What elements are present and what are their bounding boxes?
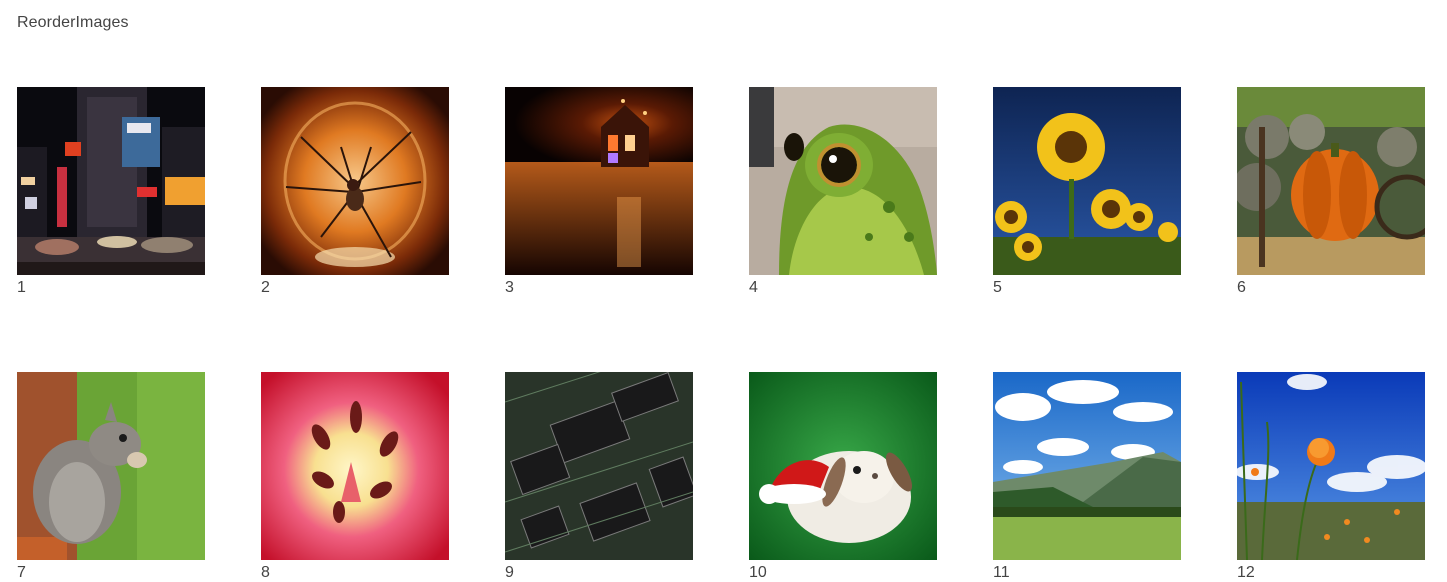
image-number: 10	[749, 564, 767, 581]
image-number: 3	[505, 279, 514, 296]
image-tile[interactable]: 2	[261, 87, 449, 297]
image-tile[interactable]: 3	[505, 87, 693, 297]
image-tile[interactable]: 8	[261, 372, 449, 582]
image-tile[interactable]: 4	[749, 87, 937, 297]
image-tile[interactable]: 5	[993, 87, 1181, 297]
frog-image[interactable]	[749, 87, 937, 275]
image-tile[interactable]: 1	[17, 87, 205, 297]
spider-in-glass-image[interactable]	[261, 87, 449, 275]
image-tile[interactable]: 10	[749, 372, 937, 582]
sunflowers-image[interactable]	[993, 87, 1181, 275]
image-number: 6	[1237, 279, 1246, 296]
image-number: 2	[261, 279, 270, 296]
image-tile[interactable]: 9	[505, 372, 693, 582]
city-night-street-image[interactable]	[17, 87, 205, 275]
mountain-valley-image[interactable]	[993, 372, 1181, 560]
squirrel-image[interactable]	[17, 372, 205, 560]
image-tile[interactable]: 12	[1237, 372, 1425, 582]
circuit-board-image[interactable]	[505, 372, 693, 560]
image-number: 7	[17, 564, 26, 581]
tulip-closeup-image[interactable]	[261, 372, 449, 560]
image-grid: 1	[17, 87, 1425, 582]
image-number: 12	[1237, 564, 1255, 581]
image-number: 11	[993, 564, 1010, 581]
candle-house-image[interactable]	[505, 87, 693, 275]
image-tile[interactable]: 6	[1237, 87, 1425, 297]
image-number: 4	[749, 279, 758, 296]
bunny-santa-hat-image[interactable]	[749, 372, 937, 560]
image-number: 8	[261, 564, 270, 581]
poppy-blue-sky-image[interactable]	[1237, 372, 1425, 560]
image-number: 9	[505, 564, 514, 581]
pumpkin-image[interactable]	[1237, 87, 1425, 275]
image-tile[interactable]: 11	[993, 372, 1181, 582]
page-title: ReorderImages	[17, 14, 129, 31]
image-number: 1	[17, 279, 26, 296]
image-tile[interactable]: 7	[17, 372, 205, 582]
image-number: 5	[993, 279, 1002, 296]
